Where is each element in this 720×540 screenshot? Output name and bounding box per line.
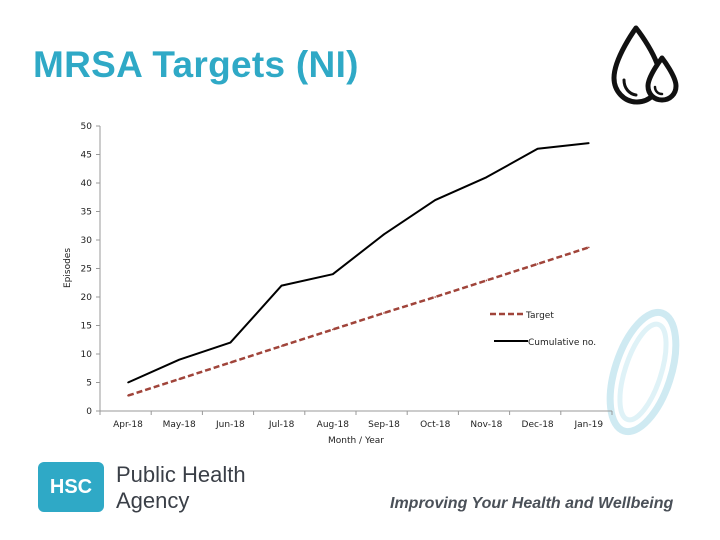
y-tick-label: 40 [81, 179, 93, 189]
data-point-cumulative-no [485, 176, 488, 179]
y-tick-label: 5 [86, 379, 92, 389]
y-axis: 0 5 10 15 20 25 30 35 40 45 50 [81, 122, 101, 417]
data-point-target [588, 246, 590, 249]
x-tick-label: Jan-19 [574, 420, 604, 430]
y-tick-label: 45 [81, 151, 92, 161]
agency-name-line1: Public Health [116, 462, 246, 487]
data-point-cumulative-no [332, 273, 334, 276]
y-tick-label: 35 [81, 208, 92, 218]
x-tick-label: Aug-18 [317, 420, 350, 430]
series-line-target [127, 246, 590, 397]
legend-label-cumulative: Cumulative no. [528, 338, 596, 348]
data-point-cumulative-no [434, 199, 437, 201]
data-point-target [229, 361, 232, 364]
x-tick-label: Jul-18 [268, 420, 295, 430]
data-point-cumulative-no [536, 148, 539, 150]
slide-title: MRSA Targets (NI) [33, 44, 359, 85]
x-tick-label: Dec-18 [522, 420, 554, 430]
hsc-logo-badge: HSC [38, 462, 104, 512]
x-tick-label: Apr-18 [113, 420, 143, 430]
data-point-cumulative-no [178, 358, 180, 361]
data-point-target [383, 312, 385, 314]
x-axis-label: Month / Year [328, 436, 384, 446]
series-group [127, 142, 590, 397]
y-tick-label: 50 [81, 122, 93, 132]
series-line-cumulative-no [127, 142, 589, 384]
y-axis-label: Episodes [63, 248, 73, 288]
y-tick-label: 15 [81, 322, 92, 332]
y-tick-label: 20 [81, 293, 93, 303]
data-point-cumulative-no [280, 284, 283, 287]
data-point-target [485, 279, 488, 282]
x-axis: Apr-18 May-18 Jun-18 Jul-18 Aug-18 Sep-18 Oct-… [99, 410, 613, 430]
x-tick-label: Jun-18 [215, 420, 245, 430]
data-point-cumulative-no [588, 142, 590, 144]
x-tick-label: May-18 [163, 420, 196, 430]
x-tick-label: Oct-18 [420, 420, 451, 430]
data-point-cumulative-no [229, 341, 232, 344]
data-point-target [434, 296, 437, 298]
y-tick-label: 10 [81, 350, 93, 360]
legend: Target Cumulative no. [490, 311, 596, 348]
data-point-target [332, 328, 334, 331]
data-point-target [280, 345, 283, 347]
y-tick-label: 25 [81, 265, 92, 275]
y-tick-label: 30 [81, 236, 93, 246]
x-tick-label: Nov-18 [470, 420, 502, 430]
data-point-cumulative-no [127, 381, 129, 384]
agency-name-line2: Agency [116, 488, 190, 513]
data-point-cumulative-no [383, 233, 385, 236]
data-point-target [127, 394, 129, 397]
x-tick-label: Sep-18 [368, 420, 400, 430]
rings-icon [606, 308, 680, 436]
data-point-target [178, 378, 180, 380]
tagline: Improving Your Health and Wellbeing [390, 495, 674, 512]
legend-label-target: Target [525, 311, 554, 321]
water-drops-icon [611, 25, 679, 105]
agency-name: Public Health Agency [116, 462, 246, 514]
data-point-target [536, 263, 539, 265]
y-tick-label: 0 [86, 407, 92, 417]
